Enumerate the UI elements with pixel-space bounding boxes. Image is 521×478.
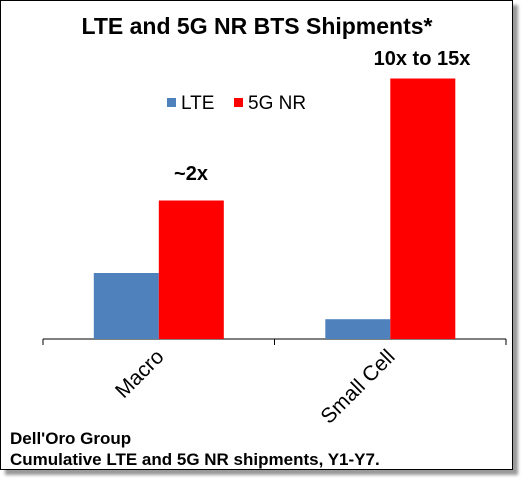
legend-label-lte: LTE [181, 93, 214, 114]
legend-label-5gnr: 5G NR [248, 93, 306, 114]
footer-note: Cumulative LTE and 5G NR shipments, Y1-Y… [10, 450, 380, 469]
plot-area [42, 78, 507, 345]
legend-swatch-5gnr [234, 98, 243, 107]
legend: LTE 5G NR [167, 93, 306, 114]
bar-5g-nr-small-cell [390, 78, 456, 339]
footer-source: Dell'Oro Group [10, 429, 131, 448]
chart: LTE and 5G NR BTS Shipments* LTE 5G NR ~… [10, 13, 507, 469]
legend-swatch-lte [167, 98, 176, 107]
chart-frame: LTE and 5G NR BTS Shipments* LTE 5G NR ~… [0, 0, 513, 470]
bar-5g-nr-macro [158, 200, 224, 339]
category-label-small-cell: Small Cell [316, 345, 399, 428]
category-label-macro: Macro [111, 345, 169, 403]
annotation-macro: ~2x [174, 163, 208, 185]
chart-title: LTE and 5G NR BTS Shipments* [82, 13, 433, 39]
annotation-small-cell: 10x to 15x [374, 48, 471, 70]
bar-lte-small-cell [325, 319, 391, 339]
bar-lte-macro [93, 273, 159, 339]
